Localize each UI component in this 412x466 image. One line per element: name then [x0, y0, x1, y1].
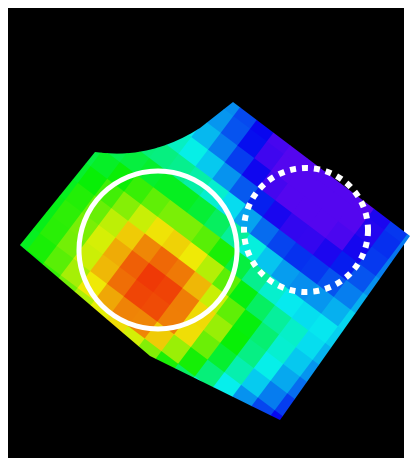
tile	[0, 376, 3, 407]
tile	[408, 389, 410, 420]
tile	[404, 150, 410, 181]
tile	[0, 405, 7, 436]
tile	[0, 61, 3, 92]
tile	[404, 255, 410, 286]
tile	[0, 271, 3, 302]
tile	[0, 195, 7, 226]
tile	[0, 166, 3, 197]
tile	[404, 360, 410, 391]
solid-circle	[76, 168, 240, 332]
dotted-circle	[241, 165, 371, 295]
tile	[0, 90, 7, 121]
tile	[405, 45, 412, 76]
tile	[0, 300, 7, 331]
